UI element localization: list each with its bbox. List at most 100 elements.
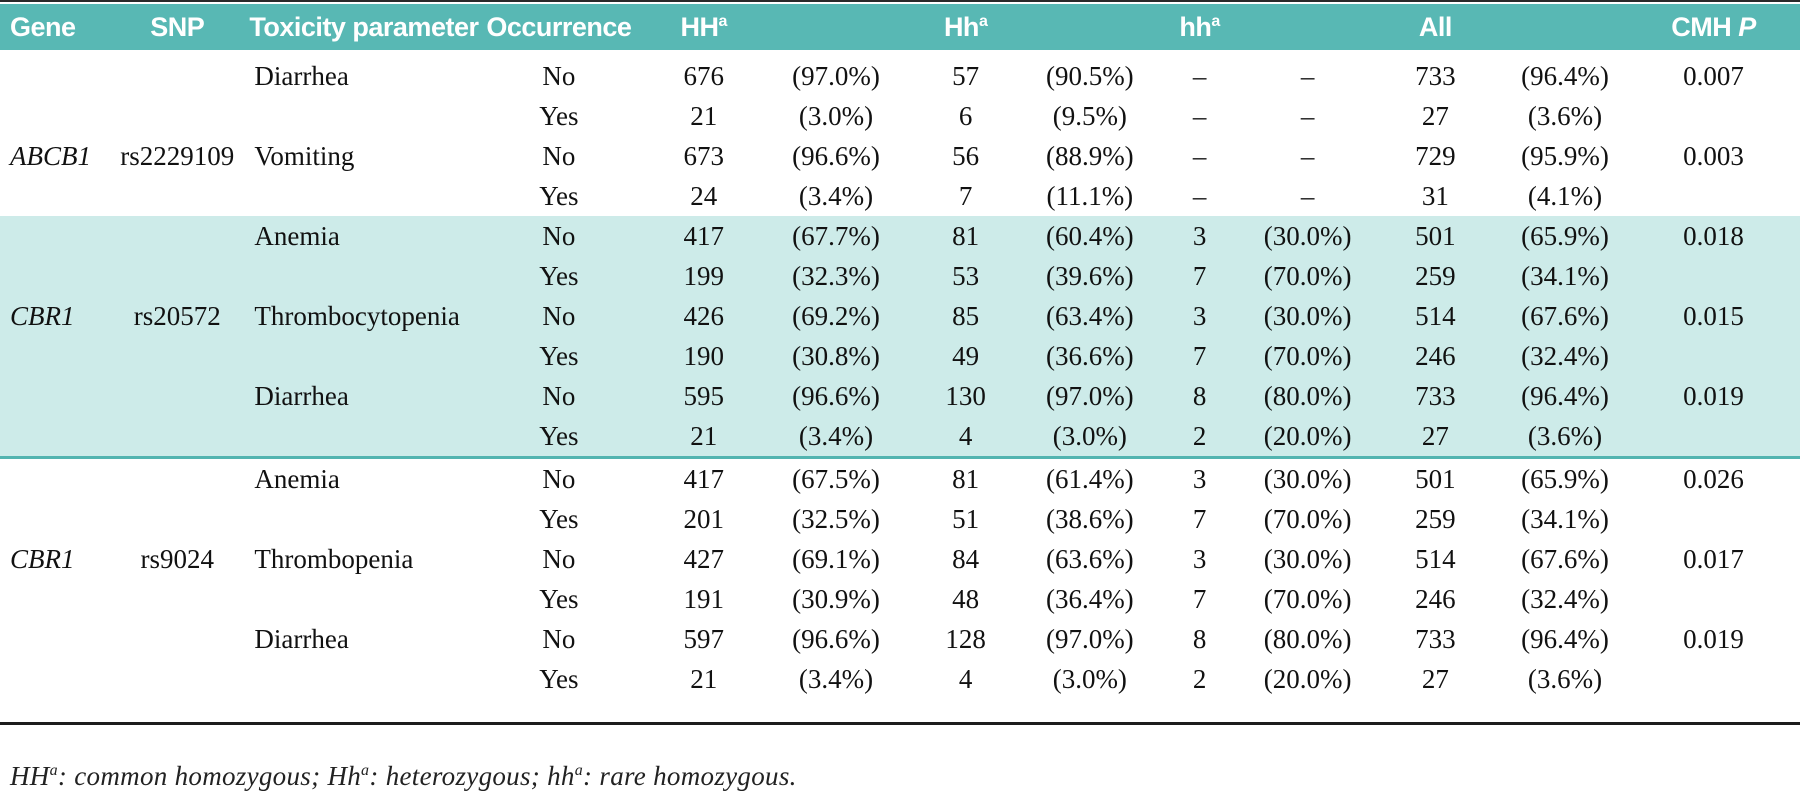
cell-hh_pct: (30.0%) — [1263, 543, 1352, 574]
cell-p: 0.018 — [1683, 220, 1744, 251]
cell-hh_pct: (80.0%) — [1263, 380, 1352, 411]
cell-Hh_pct: (39.6%) — [1045, 260, 1134, 291]
cell-p — [1627, 96, 1800, 136]
cell-all: 514 — [1415, 300, 1456, 331]
col-header-all: All — [1367, 4, 1503, 50]
cell-snp — [115, 50, 239, 96]
table-row: Anemia No 417 (67.7%) 81 (60.4%) 3 (30.0%) 501 (6… — [0, 216, 1800, 256]
cell-HH: 597 — [683, 623, 725, 654]
cell-all_pct: (3.6%) — [1527, 663, 1603, 694]
cell-all_pct: (67.6%) — [1521, 543, 1609, 574]
cell-HH_pct: (30.9%) — [792, 583, 880, 614]
cell-Hh: 7 — [958, 180, 973, 211]
cell-tox — [239, 176, 478, 216]
cell-HH: 427 — [683, 543, 725, 574]
cell-tox — [239, 499, 478, 539]
table-row: Yes 21 (3.0%) 6 (9.5%) – – 27 (3.6%) — [0, 96, 1800, 136]
cell-Hh_pct: (61.4%) — [1045, 463, 1134, 494]
cell-Hh: 81 — [952, 220, 980, 251]
cell-gene — [0, 176, 115, 216]
cell-all_pct: (3.6%) — [1502, 416, 1628, 459]
cell-HH: 21 — [690, 663, 718, 694]
cell-HH: 191 — [683, 583, 725, 614]
cell-HH_pct: (3.0%) — [798, 100, 874, 131]
cell-Hh: 49 — [952, 340, 980, 371]
cell-HH_pct: (97.0%) — [792, 60, 880, 91]
cell-all: 259 — [1415, 503, 1456, 534]
cell-Hh: 48 — [952, 583, 980, 614]
cell-gene: CBR1 — [10, 543, 75, 574]
cell-all_pct: (32.4%) — [1521, 583, 1609, 614]
cell-hh_pct: (30.0%) — [1263, 300, 1352, 331]
cell-all_pct: (96.4%) — [1521, 60, 1609, 91]
cell-p — [1627, 176, 1800, 216]
cell-hh: 3 — [1192, 300, 1207, 331]
cell-occ: Yes — [539, 503, 579, 534]
cell-gene: CBR1 — [10, 300, 75, 331]
col-header-Hh_pct — [1027, 4, 1152, 50]
cell-all: 27 — [1421, 663, 1449, 694]
cell-gene — [0, 336, 115, 376]
cell-Hh: 85 — [952, 300, 980, 331]
cell-gene: ABCB1 — [10, 140, 91, 171]
cell-gene — [0, 256, 115, 296]
cell-p: 0.019 — [1683, 380, 1744, 411]
cell-snp: rs9024 — [140, 543, 215, 574]
table-row: Yes 190 (30.8%) 49 (36.6%) 7 (70.0%) 246 (32.4%) — [0, 336, 1800, 376]
cell-Hh_pct: (36.4%) — [1045, 583, 1134, 614]
cell-Hh_pct: (63.4%) — [1045, 300, 1134, 331]
col-header-snp: SNP — [115, 4, 240, 50]
cell-Hh_pct: (90.5%) — [1045, 60, 1134, 91]
cell-gene — [0, 216, 115, 256]
cell-Hh: 4 — [958, 663, 973, 694]
cell-HH: 676 — [683, 60, 725, 91]
cell-tox — [239, 659, 478, 699]
cell-all: 246 — [1415, 583, 1456, 614]
cell-hh_pct: (30.0%) — [1263, 463, 1352, 494]
cell-occ: Yes — [539, 663, 579, 694]
cell-hh_pct: (70.0%) — [1263, 340, 1352, 371]
col-header-Hh: Hha — [903, 4, 1028, 50]
cell-HH: 21 — [690, 100, 718, 131]
cell-HH_pct: (96.6%) — [792, 380, 880, 411]
cell-HH: 595 — [683, 380, 725, 411]
cell-all_pct: (34.1%) — [1521, 260, 1609, 291]
cell-Hh: 6 — [958, 100, 973, 131]
cell-hh_pct: – — [1300, 140, 1315, 171]
cell-all_pct: (3.6%) — [1527, 100, 1603, 131]
table-row: ABCB1 rs2229109 Vomiting No 673 (96.6%) 56 (88.… — [0, 136, 1800, 176]
cell-Hh_pct: (60.4%) — [1045, 220, 1134, 251]
cell-snp: rs2229109 — [120, 140, 235, 171]
cell-hh: 7 — [1192, 503, 1207, 534]
cell-hh_pct: – — [1300, 100, 1315, 131]
cell-tox: Diarrhea — [254, 380, 349, 411]
cell-all_pct: (95.9%) — [1521, 140, 1609, 171]
cell-HH_pct: (3.4%) — [798, 663, 874, 694]
col-header-hh_pct — [1247, 4, 1368, 50]
cell-gene — [0, 499, 115, 539]
cell-all_pct: (65.9%) — [1521, 463, 1609, 494]
table-row: CBR1 rs9024 Thrombopenia No 427 (69.1%) 84 (63.… — [0, 539, 1800, 579]
cell-p: 0.017 — [1683, 543, 1744, 574]
table-header: Gene SNP Toxicity parameter Occurrence HHa Hh… — [0, 4, 1800, 50]
cell-all_pct: (96.4%) — [1521, 623, 1609, 654]
cell-HH_pct: (96.6%) — [792, 140, 880, 171]
cell-Hh_pct: (11.1%) — [1046, 180, 1134, 211]
col-header-occ: Occurrence — [478, 4, 639, 50]
cell-all: 733 — [1415, 380, 1456, 411]
col-header-HH: HHa — [638, 4, 769, 50]
cell-Hh: 130 — [945, 380, 986, 411]
cell-hh: 7 — [1192, 340, 1207, 371]
table-row: Yes 24 (3.4%) 7 (11.1%) – – 31 (4.1%) — [0, 176, 1800, 216]
cell-snp — [115, 659, 239, 699]
cell-Hh: 57 — [952, 60, 980, 91]
cell-hh_pct: (20.0%) — [1247, 416, 1368, 459]
cell-hh: 3 — [1192, 220, 1207, 251]
cell-all_pct: (34.1%) — [1521, 503, 1609, 534]
cell-tox — [239, 579, 478, 619]
cell-p: 0.007 — [1683, 60, 1744, 91]
cell-hh: 2 — [1151, 416, 1248, 459]
cell-snp: rs20572 — [133, 300, 221, 331]
cell-hh: – — [1192, 60, 1207, 91]
cell-all: 501 — [1415, 463, 1456, 494]
